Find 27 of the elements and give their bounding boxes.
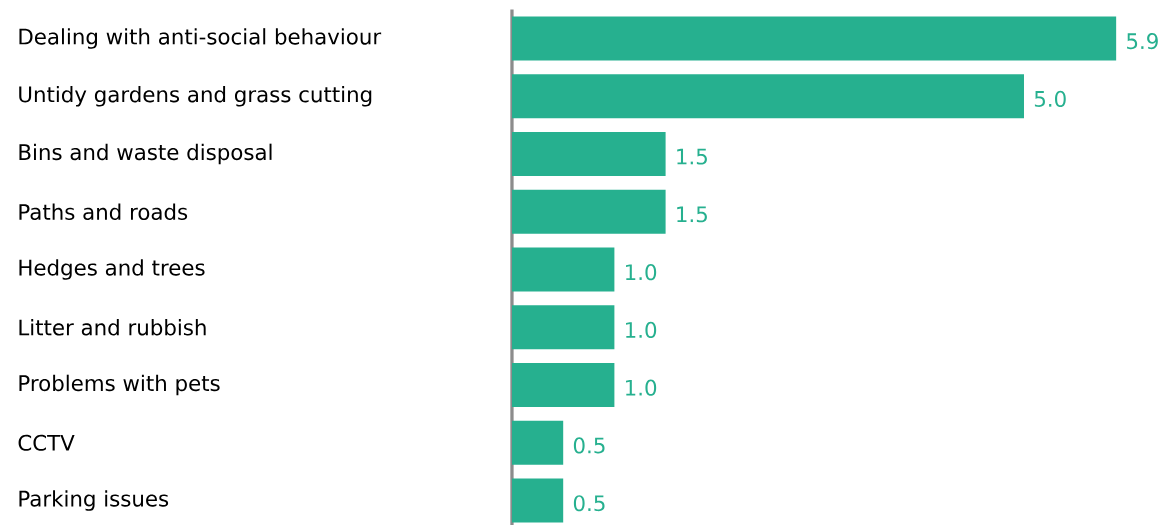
data-label: 1.0 — [626, 264, 657, 281]
bar — [512, 478, 564, 523]
y-tick-label: Paths and roads — [19, 203, 188, 220]
bar — [512, 305, 615, 350]
y-tick-label: Parking issues — [19, 490, 169, 511]
y-tick-label: Problems with pets — [19, 374, 220, 396]
y-tick-label: CCTV — [18, 434, 75, 451]
bar — [512, 16, 1117, 61]
y-tick-label: Litter and rubbish — [19, 319, 206, 336]
bar — [512, 131, 666, 176]
data-label: 5.0 — [1034, 90, 1066, 107]
bar — [512, 363, 615, 408]
data-label: 0.5 — [573, 437, 605, 454]
bar — [512, 420, 564, 465]
data-label: 1.0 — [626, 321, 657, 338]
bar — [512, 189, 666, 234]
bar — [512, 247, 615, 292]
y-tick-label: Untidy gardens and grass cutting — [19, 85, 372, 107]
y-tick-label: Bins and waste disposal — [19, 143, 272, 165]
y-tick-label: Hedges and trees — [19, 259, 205, 280]
data-label: 0.5 — [573, 495, 605, 512]
data-label: 1.0 — [626, 379, 657, 396]
y-tick-label: Dealing with anti-social behaviour — [19, 28, 382, 49]
data-label: 1.5 — [677, 148, 707, 165]
data-label: 1.5 — [677, 206, 707, 223]
bar — [512, 74, 1024, 119]
data-label: 5.9 — [1127, 33, 1158, 50]
